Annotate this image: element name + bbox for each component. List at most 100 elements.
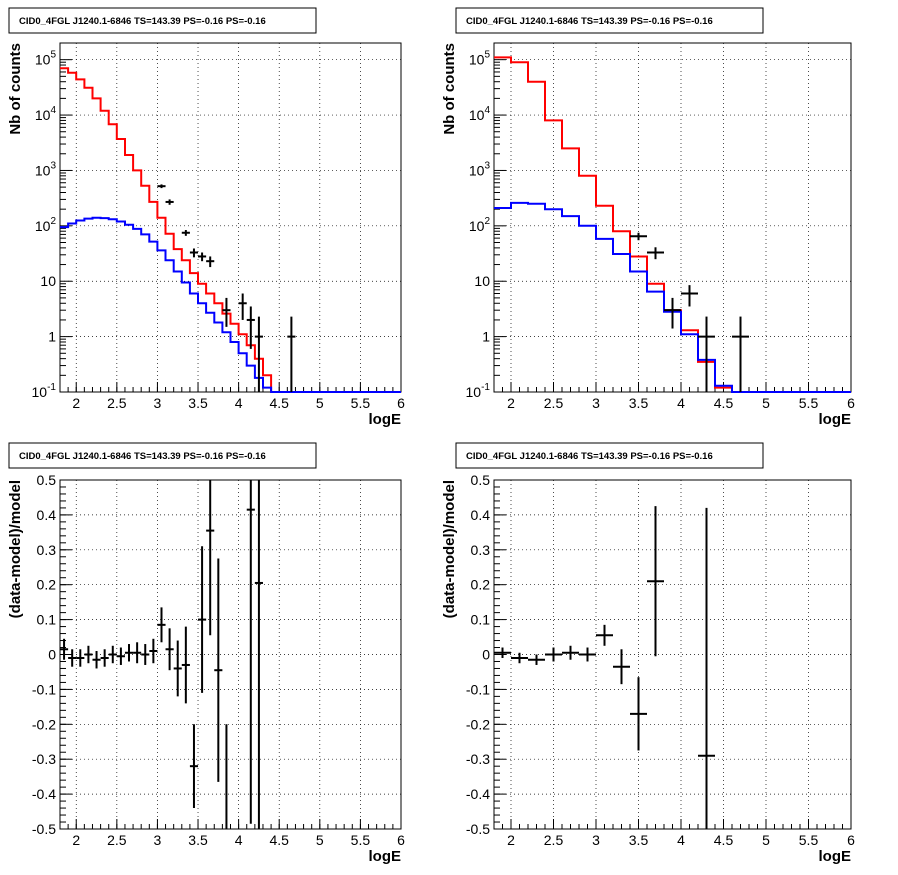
- x-tick-label: 2: [72, 395, 80, 411]
- y-tick-label: 0: [48, 647, 56, 663]
- x-tick-label: 2: [507, 395, 515, 411]
- data-point: [613, 649, 630, 685]
- y-axis-label: Nb of counts: [7, 43, 24, 135]
- data-point: [494, 647, 511, 658]
- x-axis-label: logE: [369, 848, 402, 865]
- x-tick-label: 2.5: [107, 832, 127, 848]
- y-tick-label: -0.3: [466, 751, 490, 767]
- y-tick-label: 105: [469, 50, 491, 68]
- data-point: [149, 638, 158, 664]
- x-tick-label: 3: [154, 395, 162, 411]
- y-tick-label: 1: [48, 329, 56, 345]
- data-point: [108, 645, 117, 664]
- x-tick-label: 4: [677, 832, 685, 848]
- chart-title-box: [455, 7, 764, 34]
- data-point: [222, 297, 231, 327]
- data-point: [287, 316, 296, 392]
- data-point: [545, 647, 562, 662]
- y-tick-label: 10: [474, 273, 490, 289]
- data-point: [206, 256, 215, 268]
- histogram-series-2: [60, 216, 401, 393]
- y-tick-label: 10-1: [32, 382, 57, 400]
- x-tick-label: 3: [592, 395, 600, 411]
- x-tick-label: 6: [397, 832, 405, 848]
- x-tick-label: 5.5: [351, 395, 371, 411]
- data-point: [124, 644, 134, 662]
- data-point: [214, 558, 223, 782]
- x-tick-label: 4: [235, 832, 243, 848]
- data-point: [732, 316, 749, 392]
- data-point: [528, 654, 545, 665]
- x-tick-label: 5.5: [799, 832, 819, 848]
- y-tick-label: -0.2: [466, 716, 490, 732]
- chart-title-box: [8, 7, 317, 34]
- data-point: [181, 626, 190, 704]
- y-tick-label: -0.2: [32, 716, 56, 732]
- data-point: [246, 306, 255, 349]
- x-tick-label: 3: [154, 832, 162, 848]
- x-tick-label: 3.5: [629, 395, 649, 411]
- y-tick-label: -0.1: [32, 681, 56, 697]
- data-point: [100, 649, 109, 667]
- chart-title: CID0_4FGL J1240.1-6846 TS=143.39 PS=-0.1…: [466, 16, 713, 27]
- data-point: [596, 624, 613, 646]
- x-tick-label: 4.5: [714, 832, 734, 848]
- y-tick-label: 0.3: [471, 542, 491, 558]
- data-point: [681, 285, 698, 307]
- x-tick-label: 2: [72, 832, 80, 848]
- y-tick-label: 102: [469, 216, 491, 234]
- y-tick-label: 0.3: [37, 542, 57, 558]
- y-tick-label: -0.4: [32, 786, 56, 802]
- y-tick-label: 103: [35, 160, 57, 178]
- data-point: [165, 199, 174, 205]
- x-tick-label: 4.5: [269, 395, 289, 411]
- x-axis-label: logE: [819, 411, 852, 428]
- data-point: [157, 607, 166, 643]
- data-point: [562, 645, 579, 660]
- y-tick-label: 1: [482, 329, 490, 345]
- y-tick-label: 103: [469, 160, 491, 178]
- chart-title-box: [455, 442, 764, 469]
- x-tick-label: 5: [316, 395, 324, 411]
- y-tick-label: 0: [482, 647, 490, 663]
- data-point: [60, 638, 69, 660]
- y-tick-label: 0.2: [471, 577, 491, 593]
- x-tick-label: 5.5: [799, 395, 819, 411]
- y-tick-label: 0.2: [37, 577, 57, 593]
- x-tick-label: 4: [235, 395, 243, 411]
- y-tick-label: 0.1: [37, 612, 57, 628]
- x-tick-label: 3: [592, 832, 600, 848]
- y-tick-label: 105: [35, 50, 57, 68]
- x-tick-label: 4: [677, 395, 685, 411]
- y-tick-label: -0.1: [466, 681, 490, 697]
- data-point: [181, 230, 190, 236]
- x-tick-label: 5: [316, 832, 324, 848]
- chart-title-box: [8, 442, 317, 469]
- x-tick-label: 4.5: [269, 832, 289, 848]
- data-point: [246, 480, 255, 824]
- y-tick-label: 0.5: [471, 472, 491, 488]
- y-tick-label: 104: [469, 105, 491, 123]
- x-tick-label: 6: [397, 395, 405, 411]
- chart-panel-1: CID0_4FGL J1240.1-6846 TS=143.39 PS=-0.1…: [7, 7, 405, 428]
- data-point: [116, 647, 125, 665]
- data-point: [92, 651, 101, 669]
- y-tick-label: 104: [35, 105, 57, 123]
- data-point: [647, 247, 664, 260]
- y-tick-label: -0.5: [32, 821, 56, 837]
- x-tick-label: 2.5: [544, 395, 564, 411]
- y-tick-label: -0.4: [466, 786, 490, 802]
- chart-panel-2: CID0_4FGL J1240.1-6846 TS=143.39 PS=-0.1…: [441, 7, 855, 428]
- data-point: [664, 297, 681, 329]
- data-point: [630, 677, 647, 751]
- x-tick-label: 3.5: [188, 832, 208, 848]
- data-point: [579, 647, 596, 662]
- x-tick-label: 3.5: [188, 395, 208, 411]
- data-point: [84, 645, 93, 664]
- y-axis-label: (data-model)/model: [7, 480, 24, 618]
- data-point: [157, 184, 166, 189]
- y-tick-label: 0.4: [471, 507, 491, 523]
- data-point: [198, 546, 207, 693]
- data-point: [189, 724, 199, 809]
- y-axis-label: Nb of counts: [441, 43, 458, 135]
